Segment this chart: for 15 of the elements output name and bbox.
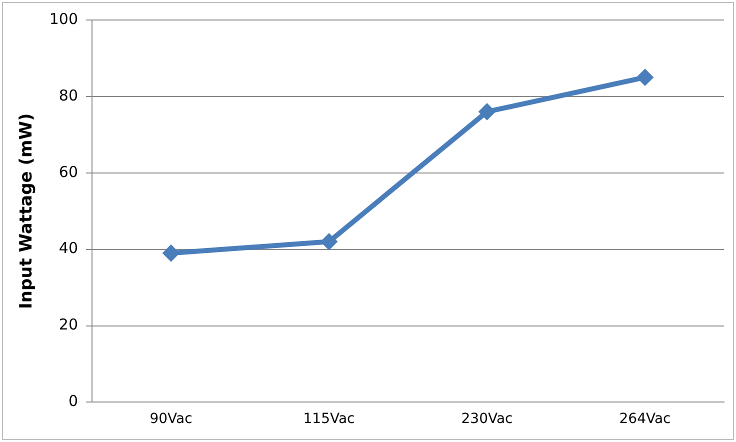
y-tick-label: 40 (58, 239, 78, 258)
point (478, 103, 496, 120)
y-tick-label: 80 (58, 86, 78, 104)
x-tick-label: 264Vac (619, 411, 671, 428)
point (162, 244, 180, 262)
x-tick-label: 115Vac (303, 411, 355, 428)
y-tick-label: 60 (58, 162, 78, 181)
x-tick-label: 90Vac (150, 411, 192, 428)
y-tick-label: 100 (49, 10, 78, 28)
point (320, 233, 338, 250)
x-tick-label: 230Vac (461, 411, 513, 428)
y-tick-label: 20 (58, 316, 78, 334)
point (636, 68, 654, 86)
y-axis-title: Input Wattage (mW) (16, 113, 37, 309)
y-tick-label: 0 (68, 392, 78, 410)
